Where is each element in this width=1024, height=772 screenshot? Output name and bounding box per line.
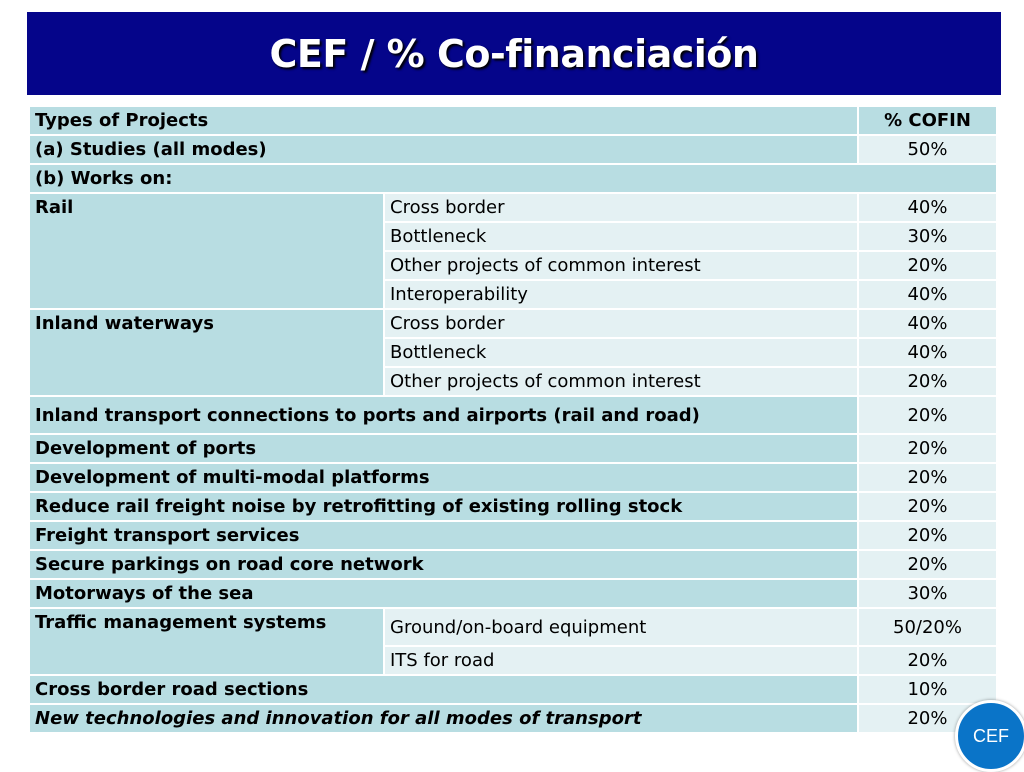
row-percentage: 10% xyxy=(859,676,996,703)
table-row: Bottleneck 30% xyxy=(30,223,996,250)
table-row: Secure parkings on road core network 20% xyxy=(30,551,996,578)
row-percentage: 20% xyxy=(859,252,996,279)
row-sublabel: Other projects of common interest xyxy=(385,368,857,395)
row-label: (b) Works on: xyxy=(30,165,996,192)
row-percentage: 50/20% xyxy=(859,609,996,645)
row-percentage: 40% xyxy=(859,281,996,308)
row-label: Inland transport connections to ports an… xyxy=(30,397,857,433)
table-row: Other projects of common interest 20% xyxy=(30,252,996,279)
header-types-of-projects: Types of Projects xyxy=(30,107,857,134)
row-label: Development of ports xyxy=(30,435,857,462)
row-percentage: 20% xyxy=(859,647,996,674)
cofinancing-table: Types of Projects % COFIN (a) Studies (a… xyxy=(28,105,998,734)
table-row: Freight transport services 20% xyxy=(30,522,996,549)
row-label: New technologies and innovation for all … xyxy=(30,705,857,732)
row-percentage: 40% xyxy=(859,194,996,221)
row-label: Freight transport services xyxy=(30,522,857,549)
table-row: ITS for road 20% xyxy=(30,647,996,674)
table-row: Cross border road sections 10% xyxy=(30,676,996,703)
table-row: New technologies and innovation for all … xyxy=(30,705,996,732)
title-bar: CEF / % Co-financiación xyxy=(27,12,1001,95)
table-row: Interoperability 40% xyxy=(30,281,996,308)
row-sublabel: Other projects of common interest xyxy=(385,252,857,279)
row-percentage: 20% xyxy=(859,522,996,549)
table-row: Reduce rail freight noise by retrofittin… xyxy=(30,493,996,520)
row-label: (a) Studies (all modes) xyxy=(30,136,857,163)
group-label-inland-waterways: Inland waterways xyxy=(30,310,383,395)
table-row: (b) Works on: xyxy=(30,165,996,192)
row-percentage: 50% xyxy=(859,136,996,163)
cef-logo-label: CEF xyxy=(973,725,1009,746)
row-label: Secure parkings on road core network xyxy=(30,551,857,578)
row-percentage: 30% xyxy=(859,580,996,607)
row-sublabel: Cross border xyxy=(385,310,857,337)
row-sublabel: Bottleneck xyxy=(385,339,857,366)
row-percentage: 20% xyxy=(859,368,996,395)
table-row: Development of multi-modal platforms 20% xyxy=(30,464,996,491)
table-row: Bottleneck 40% xyxy=(30,339,996,366)
row-percentage: 40% xyxy=(859,310,996,337)
table-row: (a) Studies (all modes) 50% xyxy=(30,136,996,163)
table-row: Other projects of common interest 20% xyxy=(30,368,996,395)
page-title: CEF / % Co-financiación xyxy=(269,31,759,76)
row-percentage: 40% xyxy=(859,339,996,366)
row-sublabel: ITS for road xyxy=(385,647,857,674)
row-percentage: 20% xyxy=(859,397,996,433)
table-row: Inland waterways Cross border 40% xyxy=(30,310,996,395)
table-row: Motorways of the sea 30% xyxy=(30,580,996,607)
row-percentage: 30% xyxy=(859,223,996,250)
group-label-rail: Rail xyxy=(30,194,383,308)
row-sublabel: Ground/on-board equipment xyxy=(385,609,857,645)
row-percentage: 20% xyxy=(859,493,996,520)
row-percentage: 20% xyxy=(859,551,996,578)
table-row: Traffic management systems Ground/on-boa… xyxy=(30,609,996,674)
row-label: Cross border road sections xyxy=(30,676,857,703)
cef-logo-badge: CEF xyxy=(955,700,1024,772)
table-row: Rail Cross border 40% xyxy=(30,194,996,308)
row-label: Motorways of the sea xyxy=(30,580,857,607)
group-label-traffic-management: Traffic management systems xyxy=(30,609,383,674)
table-row: Development of ports 20% xyxy=(30,435,996,462)
header-cofin: % COFIN xyxy=(859,107,996,134)
row-sublabel: Interoperability xyxy=(385,281,857,308)
row-percentage: 20% xyxy=(859,435,996,462)
row-label: Reduce rail freight noise by retrofittin… xyxy=(30,493,857,520)
row-label: Development of multi-modal platforms xyxy=(30,464,857,491)
table-header-row: Types of Projects % COFIN xyxy=(30,107,996,134)
row-sublabel: Cross border xyxy=(385,194,857,221)
table-row: Inland transport connections to ports an… xyxy=(30,397,996,433)
row-percentage: 20% xyxy=(859,464,996,491)
row-sublabel: Bottleneck xyxy=(385,223,857,250)
